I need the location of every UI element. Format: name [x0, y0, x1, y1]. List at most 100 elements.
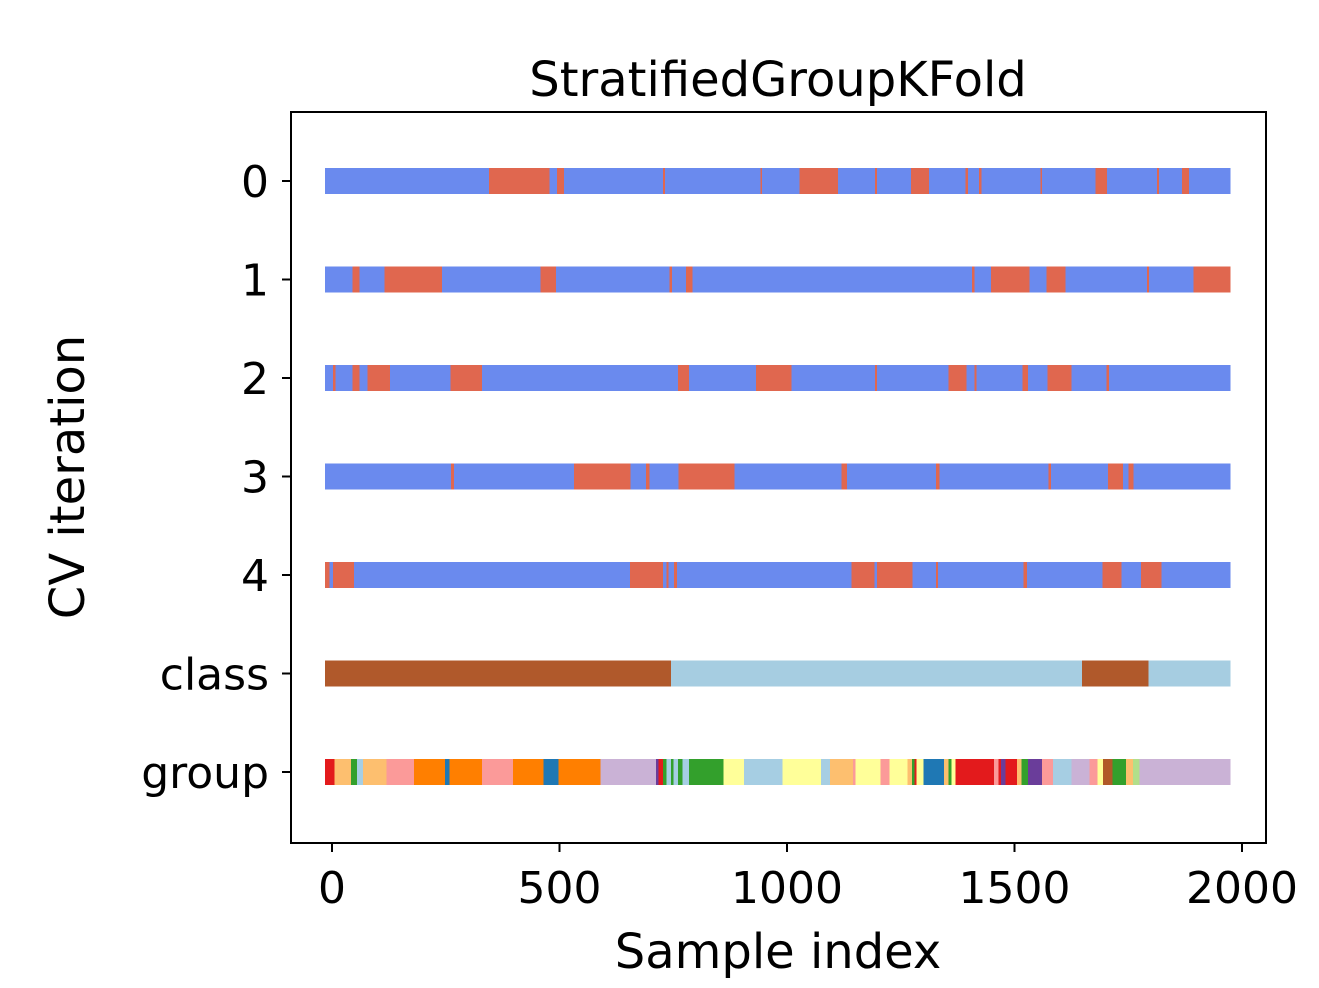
test-segment-row-4-9: [1102, 562, 1122, 588]
group-segment-25: [782, 759, 822, 785]
test-segment-row-2-7: [948, 365, 967, 391]
group-segment-5: [386, 759, 414, 785]
row-4: [325, 562, 1231, 588]
test-segment-row-0-4: [799, 168, 838, 194]
train-bar-row-1: [325, 266, 1231, 293]
y-ticks: 0 1 2 3 4 class group: [141, 157, 291, 799]
y-tick-label-4: 4: [241, 551, 269, 602]
test-segment-row-4-8: [1023, 562, 1027, 588]
group-segment-35: [916, 759, 924, 785]
y-tick-label-class: class: [160, 650, 269, 701]
group-segment-50: [1071, 759, 1090, 785]
group-segment-54: [1112, 759, 1126, 785]
group-segment-14: [655, 759, 659, 785]
test-segment-row-0-8: [979, 168, 982, 194]
test-segment-row-2-3: [450, 365, 483, 391]
group-segment-39: [951, 759, 956, 785]
test-segment-row-0-6: [911, 168, 929, 194]
group-segment-24: [743, 759, 783, 785]
test-segment-row-2-1: [352, 365, 360, 391]
group-segment-44: [1005, 759, 1017, 785]
test-segment-row-1-9: [1193, 266, 1231, 293]
test-segment-row-1-1: [384, 266, 443, 293]
test-segment-row-2-5: [756, 365, 792, 391]
group-segment-51: [1089, 759, 1098, 785]
group-segment-56: [1132, 759, 1140, 785]
group-segment-12: [558, 759, 601, 785]
x-axis-label: Sample index: [615, 924, 942, 980]
group-segment-57: [1139, 759, 1231, 785]
group-segment-46: [1021, 759, 1029, 785]
group-segment-15: [658, 759, 664, 785]
group-segment-45: [1016, 759, 1022, 785]
group-segment-13: [600, 759, 656, 785]
test-segment-row-2-10: [1047, 365, 1072, 391]
group-segment-18: [670, 759, 674, 785]
row-0: [325, 168, 1231, 194]
y-tick-label-group: group: [141, 748, 269, 799]
test-segment-row-2-11: [1106, 365, 1110, 391]
test-segment-row-3-1: [574, 463, 631, 490]
test-segment-row-3-8: [1128, 463, 1134, 490]
group-segment-10: [513, 759, 544, 785]
test-segment-row-4-0: [325, 562, 330, 588]
group-segment-33: [912, 759, 915, 785]
test-segment-row-4-2: [630, 562, 664, 588]
test-segment-row-2-0: [332, 365, 336, 391]
train-bar-row-4: [325, 562, 1231, 588]
group-segment-36: [923, 759, 944, 785]
test-segment-row-1-5: [972, 266, 975, 293]
group-segment-47: [1028, 759, 1042, 785]
y-tick-label-3: 3: [241, 453, 269, 504]
test-segment-row-4-10: [1140, 562, 1162, 588]
test-segment-row-1-7: [1046, 266, 1066, 293]
train-bar-row-0: [325, 168, 1231, 194]
y-axis-label: CV iteration: [40, 335, 96, 619]
group-segment-19: [673, 759, 678, 785]
test-segment-row-0-3: [760, 168, 762, 194]
test-segment-row-0-1: [557, 168, 565, 194]
test-segment-row-3-7: [1107, 463, 1123, 490]
group-segment-34: [914, 759, 917, 785]
test-segment-row-4-6: [877, 562, 913, 588]
test-segment-row-3-2: [645, 463, 650, 490]
class-segment-0: [325, 660, 671, 687]
group-segment-38: [948, 759, 952, 785]
test-segment-row-1-3: [669, 266, 672, 293]
group-segment-21: [682, 759, 690, 785]
test-segment-row-1-0: [352, 266, 360, 293]
x-tick-label-1000: 1000: [731, 863, 843, 914]
train-bar-row-3: [325, 463, 1231, 490]
test-segment-row-4-3: [666, 562, 669, 588]
group-segment-48: [1041, 759, 1054, 785]
test-segment-row-0-11: [1156, 168, 1160, 194]
bars-layer: [325, 168, 1231, 785]
test-segment-row-1-4: [685, 266, 693, 293]
group-segment-52: [1097, 759, 1104, 785]
group-segment-4: [362, 759, 387, 785]
group-segment-23: [723, 759, 744, 785]
group-segment-26: [821, 759, 831, 785]
test-segment-row-0-2: [663, 168, 666, 194]
test-segment-row-4-5: [851, 562, 875, 588]
test-segment-row-3-6: [1048, 463, 1051, 490]
group-segment-31: [889, 759, 908, 785]
row-class: [325, 660, 1231, 687]
y-tick-label-1: 1: [241, 256, 269, 307]
group-segment-40: [955, 759, 995, 785]
test-segment-row-3-3: [678, 463, 735, 490]
test-segment-row-4-4: [674, 562, 677, 588]
test-segment-row-0-7: [965, 168, 969, 194]
test-segment-row-0-10: [1095, 168, 1107, 194]
group-segment-41: [994, 759, 999, 785]
group-segment-0: [325, 759, 335, 785]
x-ticks: 0 500 1000 1500 2000: [318, 843, 1298, 914]
row-group: [325, 759, 1231, 785]
test-segment-row-3-4: [841, 463, 848, 490]
test-segment-row-1-8: [1146, 266, 1150, 293]
class-segment-2: [1081, 660, 1149, 687]
group-segment-53: [1103, 759, 1113, 785]
group-segment-37: [943, 759, 949, 785]
test-segment-row-1-6: [990, 266, 1030, 293]
